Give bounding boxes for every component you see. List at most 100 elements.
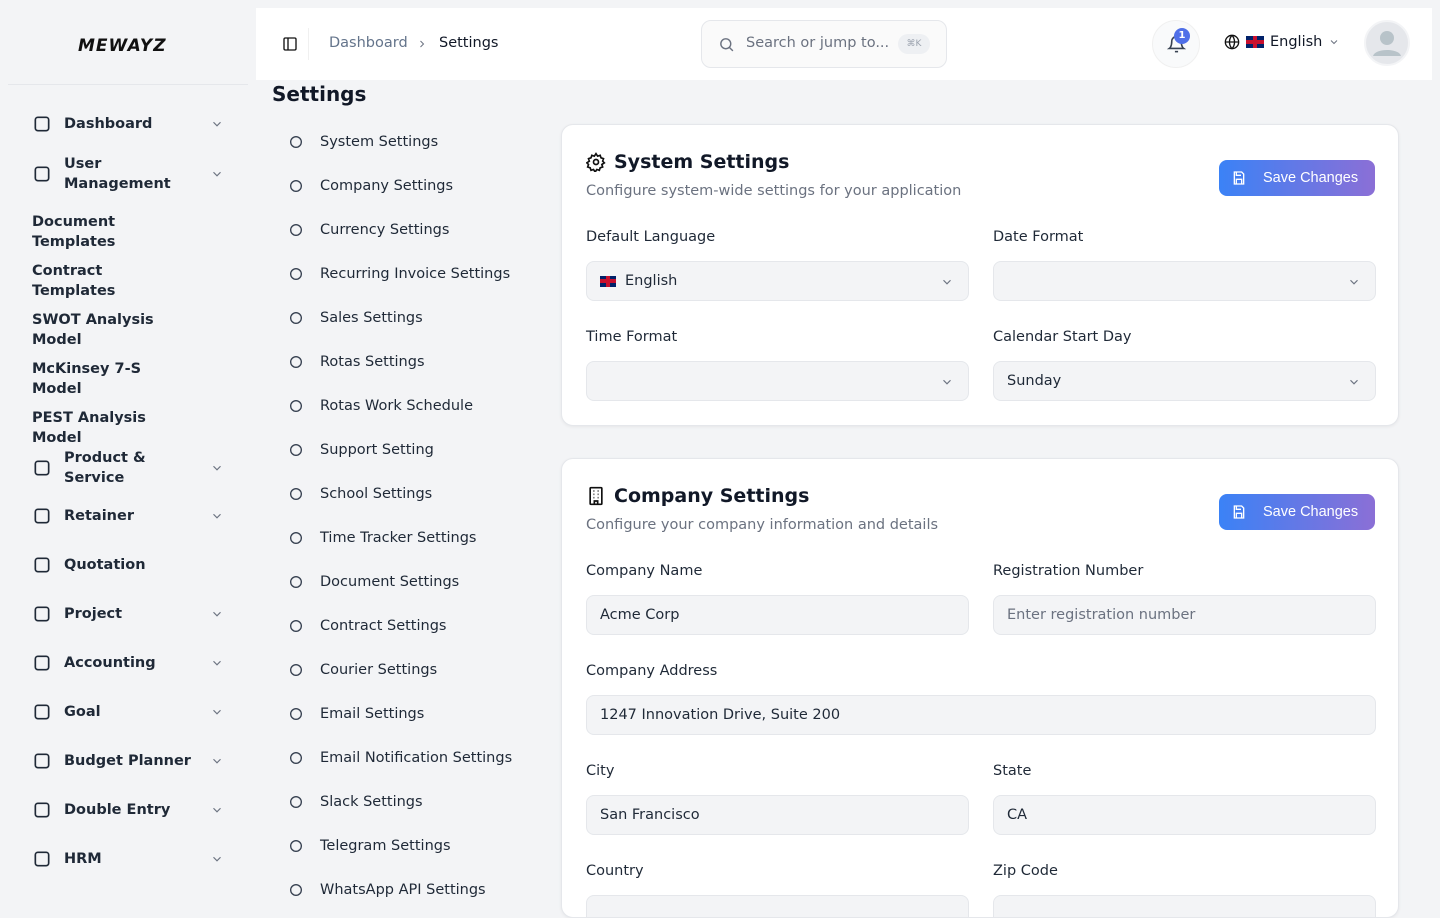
search-placeholder: Search or jump to... [746, 35, 890, 51]
settings-nav-whatsapp-api-settings[interactable]: WhatsApp API Settings [288, 882, 486, 898]
sidebar-item-label: Accounting [64, 655, 156, 671]
sidebar-item-swot-analysis-model[interactable]: SWOT Analysis Model [32, 310, 232, 350]
clock-icon [288, 530, 304, 546]
sidebar-item-goal[interactable]: Goal [32, 702, 232, 722]
sidebar-item-hrm[interactable]: HRM [32, 849, 232, 869]
scrollbar[interactable] [1432, 0, 1440, 900]
sidebar-item-budget-planner[interactable]: Budget Planner [32, 751, 232, 771]
settings-nav-email-settings[interactable]: Email Settings [288, 706, 424, 722]
country-select[interactable] [586, 895, 969, 917]
breadcrumb-dashboard[interactable]: Dashboard [329, 35, 408, 51]
user-cog-icon [32, 849, 52, 869]
sidebar-item-contract-templates[interactable]: Contract Templates [32, 261, 232, 301]
settings-nav-document-settings[interactable]: Document Settings [288, 574, 459, 590]
calendar-icon [288, 398, 304, 414]
settings-nav-currency-settings[interactable]: Currency Settings [288, 222, 449, 238]
slack-icon [288, 794, 304, 810]
settings-nav-contract-settings[interactable]: Contract Settings [288, 618, 446, 634]
sidebar-item-mckinsey-7-s-model[interactable]: McKinsey 7-S Model [32, 359, 232, 399]
state-input[interactable]: CA [993, 795, 1376, 835]
settings-nav-support-setting[interactable]: Support Setting [288, 442, 434, 458]
logo: MEWAYZ [78, 36, 167, 56]
settings-nav-sales-settings[interactable]: Sales Settings [288, 310, 423, 326]
settings-nav-label: Rotas Work Schedule [320, 398, 473, 414]
sidebar-item-label: SWOT Analysis Model [32, 312, 154, 348]
uk-flag-icon [1246, 36, 1264, 48]
gear-icon [586, 152, 606, 172]
settings-nav-slack-settings[interactable]: Slack Settings [288, 794, 423, 810]
address-input[interactable]: 1247 Innovation Drive, Suite 200 [586, 695, 1376, 735]
sidebar-toggle-icon[interactable] [282, 36, 298, 52]
settings-nav-school-settings[interactable]: School Settings [288, 486, 432, 502]
city-input[interactable]: San Francisco [586, 795, 969, 835]
settings-nav-recurring-invoice-settings[interactable]: Recurring Invoice Settings [288, 266, 510, 282]
time-format-select[interactable] [586, 361, 969, 401]
settings-nav-label: Slack Settings [320, 794, 423, 810]
settings-nav-rotas-work-schedule[interactable]: Rotas Work Schedule [288, 398, 473, 414]
file-check-icon [32, 555, 52, 575]
language-selector[interactable]: English [1224, 34, 1340, 50]
sidebar: MEWAYZ Dashboard User Management Document … [0, 0, 256, 900]
sidebar-item-label: PEST Analysis Model [32, 410, 146, 446]
default-language-select[interactable]: English [586, 261, 969, 301]
date-format-select[interactable] [993, 261, 1376, 301]
card-subtitle: Configure system-wide settings for your … [586, 183, 962, 199]
settings-nav-label: System Settings [320, 134, 439, 150]
chevron-down-icon [210, 705, 224, 719]
mail-icon [288, 706, 304, 722]
sidebar-item-quotation[interactable]: Quotation [32, 555, 232, 575]
gear-icon [288, 134, 304, 150]
chevron-down-icon [210, 803, 224, 817]
state-label: State [993, 763, 1032, 779]
settings-nav-courier-settings[interactable]: Courier Settings [288, 662, 437, 678]
settings-nav-telegram-settings[interactable]: Telegram Settings [288, 838, 451, 854]
sidebar-item-project[interactable]: Project [32, 604, 232, 624]
search-icon [718, 36, 735, 53]
chevron-right-icon [416, 38, 428, 50]
sidebar-item-document-templates[interactable]: Document Templates [32, 212, 232, 252]
file-icon [288, 574, 304, 590]
settings-nav-label: Email Notification Settings [320, 750, 513, 766]
settings-nav-system-settings[interactable]: System Settings [288, 134, 438, 150]
save-changes-button[interactable]: Save Changes [1219, 494, 1375, 530]
default-language-label: Default Language [586, 229, 716, 245]
settings-nav-label: Company Settings [320, 178, 454, 194]
dollar-icon [32, 751, 52, 771]
company-name-input[interactable]: Acme Corp [586, 595, 969, 635]
save-changes-button[interactable]: Save Changes [1219, 160, 1375, 196]
settings-nav-label: Support Setting [320, 442, 434, 458]
sidebar-item-product-service[interactable]: Product & Service [32, 448, 232, 488]
settings-nav-time-tracker-settings[interactable]: Time Tracker Settings [288, 530, 476, 546]
avatar[interactable] [1364, 20, 1410, 66]
settings-nav-rotas-settings[interactable]: Rotas Settings [288, 354, 425, 370]
sidebar-item-pest-analysis-model[interactable]: PEST Analysis Model [32, 408, 232, 448]
settings-nav-label: Telegram Settings [320, 838, 451, 854]
zip-input[interactable] [993, 895, 1376, 917]
sidebar-item-label: Double Entry [64, 802, 171, 818]
registration-input[interactable]: Enter registration number [993, 595, 1376, 635]
sidebar-item-double-entry[interactable]: Double Entry [32, 800, 232, 820]
sidebar-item-label: User Management [64, 156, 171, 192]
calendar-start-select[interactable]: Sunday [993, 361, 1376, 401]
sidebar-item-user-management[interactable]: User Management [32, 154, 232, 194]
notifications-button[interactable]: 1 [1152, 20, 1200, 68]
header: Dashboard Settings Search or jump to... … [256, 8, 1432, 80]
settings-nav-label: WhatsApp API Settings [320, 882, 486, 898]
settings-nav-label: Document Settings [320, 574, 460, 590]
settings-nav-company-settings[interactable]: Company Settings [288, 178, 453, 194]
chevron-down-icon [210, 607, 224, 621]
sidebar-item-dashboard[interactable]: Dashboard [32, 114, 232, 134]
sidebar-item-label: Document Templates [32, 214, 116, 250]
settings-nav-email-notification-settings[interactable]: Email Notification Settings [288, 750, 512, 766]
building-icon [288, 178, 304, 194]
uk-flag-icon [600, 275, 616, 287]
target-icon [32, 702, 52, 722]
grid-icon [32, 114, 52, 134]
sidebar-item-label: Product & Service [64, 450, 146, 486]
save-icon [1231, 504, 1247, 520]
zip-label: Zip Code [993, 863, 1058, 879]
sidebar-item-retainer[interactable]: Retainer [32, 506, 232, 526]
search-input[interactable]: Search or jump to... ⌘K [701, 20, 947, 68]
sidebar-item-accounting[interactable]: Accounting [32, 653, 232, 673]
chevron-down-icon [210, 117, 224, 131]
